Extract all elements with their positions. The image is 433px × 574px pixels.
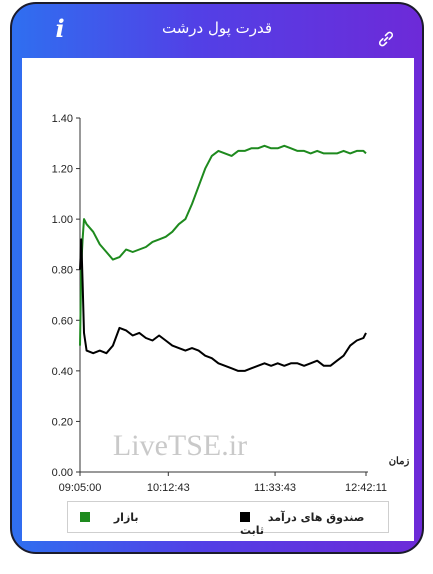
x-axis-label: زمان: [389, 456, 410, 467]
y-tick-label: 0.60: [52, 315, 73, 327]
card-header: i قدرت پول درشت: [12, 4, 422, 58]
y-tick-label: 0.00: [52, 467, 73, 479]
y-tick-label: 0.20: [52, 416, 73, 428]
series-line-sandogh: [79, 238, 367, 372]
strong-money-card: i قدرت پول درشت LiveTSE.ir 0.00 0.20 0.40 0…: [10, 2, 424, 554]
legend-item-bazar[interactable]: بازار: [80, 511, 139, 524]
info-icon[interactable]: i: [55, 14, 65, 43]
y-tick-label: 1.00: [52, 214, 73, 226]
x-tick-label: 10:12:43: [147, 482, 190, 494]
chart-panel: LiveTSE.ir 0.00 0.20 0.40 0.60 0.80 1.00 1.20 1…: [22, 58, 414, 541]
x-tick-label: 12:42:11: [345, 482, 387, 494]
legend-label-sandogh: صندوق های درآمد ثابت: [240, 511, 365, 537]
x-tick-label: 09:05:00: [59, 482, 102, 494]
link-icon[interactable]: [376, 29, 396, 49]
legend-item-sandogh[interactable]: صندوق های درآمد ثابت: [240, 511, 388, 537]
y-tick-label: 1.40: [52, 113, 73, 125]
series-line-bazar: [79, 144, 367, 346]
x-tick-label: 11:33:43: [254, 482, 296, 494]
chart-legend: بازار صندوق های درآمد ثابت: [67, 501, 389, 537]
card-title: قدرت پول درشت: [162, 19, 272, 37]
legend-swatch-bazar: [80, 512, 90, 522]
y-tick-label: 1.20: [52, 164, 73, 176]
watermark: LiveTSE.ir: [113, 429, 247, 462]
legend-swatch-sandogh: [240, 512, 250, 522]
line-chart: LiveTSE.ir 0.00 0.20 0.40 0.60 0.80 1.00 1.20 1…: [52, 113, 410, 494]
y-tick-label: 0.80: [52, 265, 73, 277]
legend-label-bazar: بازار: [113, 511, 139, 524]
y-tick-label: 0.40: [52, 366, 73, 378]
